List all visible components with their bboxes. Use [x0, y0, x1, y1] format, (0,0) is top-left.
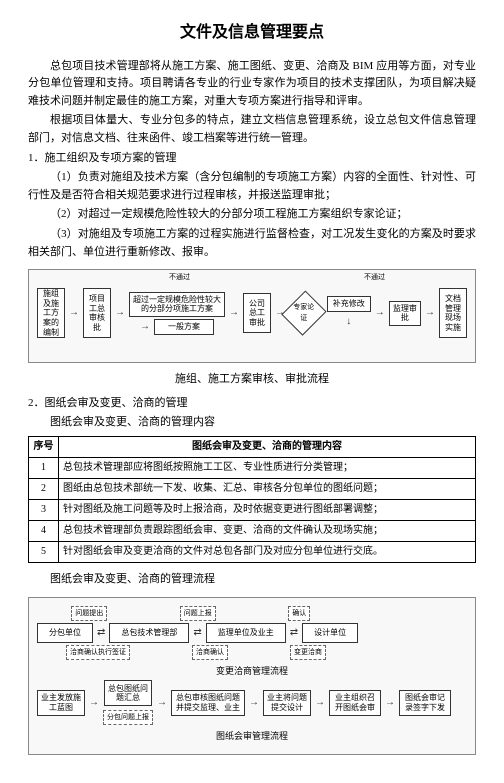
flow1-caption: 施组、施工方案审核、审批流程 [28, 371, 476, 389]
table-cell-num: 4 [29, 520, 59, 541]
arrow-icon: → [157, 695, 167, 711]
dash-label: 洽商确认 [192, 645, 228, 660]
table-cell-num: 5 [29, 541, 59, 562]
flow2b-node-1: 业主发放施工蓝图 [37, 690, 85, 716]
arrow-icon: → [425, 305, 435, 321]
page-title: 文件及信息管理要点 [28, 20, 476, 46]
flow2b-node-3: 总包审核图纸问题并提交监理、业主 [171, 690, 245, 716]
table-cell-content: 针对图纸及施工问题等及时上报洽商，及时依据变更进行图纸部署调整； [59, 499, 476, 520]
table-row: 4总包技术管理部负责跟踪图纸会审、变更、洽商的文件确认及现场实施； [29, 520, 476, 541]
flow1-decision: 专家论证 [281, 291, 326, 336]
flow1-node-3: 超过一定规模危险性较大的分部分项施工方案 [129, 292, 225, 317]
flow-diagram-2: 问题提出 问题上报 确认 分包单位 ⇄ 总包技术管理部 ⇄ 监理单位及业主 ⇄ … [28, 597, 476, 755]
section-2-sub1: 图纸会审及变更、洽商的管理内容 [28, 414, 476, 432]
table-row: 2图纸由总包技术部统一下发、收集、汇总、审核各分包单位的图纸问题； [29, 478, 476, 499]
table-cell-content: 图纸由总包技术部统一下发、收集、汇总、审核各分包单位的图纸问题； [59, 478, 476, 499]
section-1-item-1: （1）负责对施组及技术方案（含分包编制的专项施工方案）内容的全面性、针对性、可行… [28, 169, 476, 204]
flow1-node-5: 公司总工审批 [243, 293, 271, 333]
table-cell-num: 3 [29, 499, 59, 520]
arrow-icon: → [249, 695, 259, 711]
bottom-caption: 图纸会审管理流程 [37, 729, 467, 743]
flow1-node-9: 文档管理现场实施 [439, 288, 467, 338]
section-2-sub2: 图纸会审及变更、洽商的管理流程 [28, 571, 476, 589]
section-2-title: 2．图纸会审及变更、洽商的管理 [28, 395, 476, 413]
flow1-node-8: 监理审批 [389, 301, 421, 326]
table-row: 1总包技术管理部应将图纸按照施工工区、专业性质进行分类管理； [29, 457, 476, 478]
arrow-icon: ⇄ [193, 625, 201, 641]
flow1-node-7: 补充修改 [327, 296, 371, 312]
dash-label: 洽商确认执行签证 [66, 645, 130, 660]
arrow-icon: → [385, 695, 395, 711]
flow2b-node-2: 总包图纸问题汇总 [104, 680, 152, 706]
table-cell-num: 1 [29, 457, 59, 478]
fail-label-1: 不通过 [169, 272, 190, 283]
table-header-2: 图纸会审及变更、洽商的管理内容 [59, 436, 476, 457]
flow1-node-1: 施组及施工方案的编制 [37, 288, 65, 338]
fail-label-2: 不通过 [364, 272, 385, 283]
arrow-icon: → [140, 319, 150, 335]
dash-label: 问题提出 [71, 606, 107, 621]
content-table: 序号 图纸会审及变更、洽商的管理内容 1总包技术管理部应将图纸按照施工工区、专业… [28, 436, 476, 563]
arrow-icon: ⇄ [290, 625, 298, 641]
mid-caption: 变更洽商管理流程 [37, 664, 467, 678]
flow2b-node-4: 业主将问题提交设计 [263, 690, 311, 716]
table-cell-num: 2 [29, 478, 59, 499]
arrow-icon: → [315, 695, 325, 711]
intro-para-1: 总包项目技术管理部将从施工方案、施工图纸、变更、洽商及 BIM 应用等方面，对专… [28, 58, 476, 111]
table-header-1: 序号 [29, 436, 59, 457]
dash-label: 变更洽商 [290, 645, 326, 660]
flow1-node-2: 项目工总审核批 [83, 288, 111, 338]
flow1-node-4: 一般方案 [154, 319, 214, 335]
flow2-node-3: 监理单位及业主 [206, 623, 286, 643]
arrow-icon: → [115, 305, 125, 321]
arrow-icon: ↓ [346, 314, 351, 330]
arrow-icon: → [89, 695, 99, 711]
arrow-icon: → [375, 305, 385, 321]
arrow-icon: → [69, 305, 79, 321]
intro-para-2: 根据项目体量大、专业分包多的特点，建立文档信息管理系统，设立总包文件信息管理部门… [28, 112, 476, 147]
table-cell-content: 针对图纸会审及变更洽商的文件对总包各部门及对应分包单位进行交底。 [59, 541, 476, 562]
section-1-title: 1．施工组织及专项方案的管理 [28, 150, 476, 168]
dash-label: 问题上报 [180, 606, 216, 621]
flow2-node-4: 设计单位 [302, 623, 358, 643]
flow2-node-1: 分包单位 [37, 623, 93, 643]
section-1-item-3: （3）对施组及专项施工方案的过程实施进行监督检查，对工况发生变化的方案及时要求相… [28, 226, 476, 261]
table-row: 3针对图纸及施工问题等及时上报洽商，及时依据变更进行图纸部署调整； [29, 499, 476, 520]
flow2b-node-6: 图纸会审记录签字下发 [399, 690, 451, 716]
dash-label: 确认 [288, 606, 310, 621]
table-row: 5针对图纸会审及变更洽商的文件对总包各部门及对应分包单位进行交底。 [29, 541, 476, 562]
flow2-node-2: 总包技术管理部 [109, 623, 189, 643]
table-cell-content: 总包技术管理部应将图纸按照施工工区、专业性质进行分类管理； [59, 457, 476, 478]
arrow-icon: → [229, 305, 239, 321]
arrow-icon: ⇄ [97, 625, 105, 641]
flow-diagram-1: 不通过 不通过 施组及施工方案的编制 → 项目工总审核批 → 超过一定规模危险性… [28, 269, 476, 363]
table-cell-content: 总包技术管理部负责跟踪图纸会审、变更、洽商的文件确认及现场实施； [59, 520, 476, 541]
flow2b-node-5: 业主组织召开图纸会审 [329, 690, 381, 716]
section-1-item-2: （2）对超过一定规模危险性较大的分部分项工程施工方案组织专家论证； [28, 206, 476, 224]
